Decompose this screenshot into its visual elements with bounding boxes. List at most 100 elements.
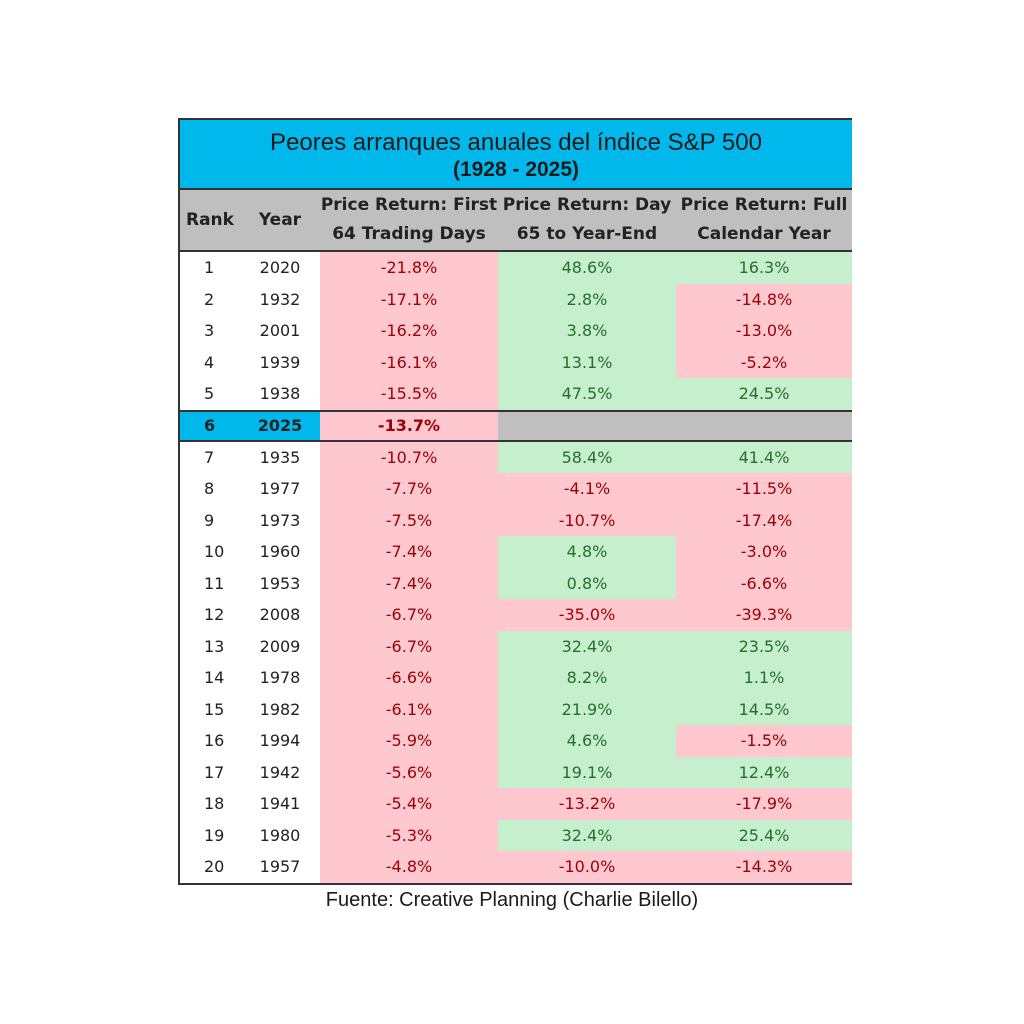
table-row: 8 1977 -7.7% -4.1% -11.5% bbox=[180, 473, 852, 505]
cell-year: 1977 bbox=[240, 473, 320, 505]
cell-first-64-days: -10.7% bbox=[320, 441, 498, 473]
cell-year: 1994 bbox=[240, 725, 320, 757]
cell-rank: 2 bbox=[180, 283, 240, 315]
table-row: 18 1941 -5.4% -13.2% -17.9% bbox=[180, 788, 852, 820]
cell-first-64-days: -7.4% bbox=[320, 536, 498, 568]
cell-day-65-year-end: 32.4% bbox=[498, 819, 676, 851]
cell-rank: 10 bbox=[180, 536, 240, 568]
cell-full-year: 25.4% bbox=[676, 819, 852, 851]
cell-full-year: -3.0% bbox=[676, 536, 852, 568]
table-subtitle: (1928 - 2025) bbox=[452, 158, 580, 181]
table-row: 3 2001 -16.2% 3.8% -13.0% bbox=[180, 315, 852, 347]
cell-first-64-days: -7.7% bbox=[320, 473, 498, 505]
cell-day-65-year-end: 48.6% bbox=[498, 252, 676, 284]
cell-day-65-year-end: -4.1% bbox=[498, 473, 676, 505]
cell-year: 1941 bbox=[240, 788, 320, 820]
cell-first-64-days: -6.7% bbox=[320, 630, 498, 662]
cell-day-65-year-end: 8.2% bbox=[498, 662, 676, 694]
table-row: 5 1938 -15.5% 47.5% 24.5% bbox=[180, 378, 852, 410]
header-first-line1: Price Return: First bbox=[320, 195, 498, 215]
cell-year: 1939 bbox=[240, 346, 320, 378]
table-row: 11 1953 -7.4% 0.8% -6.6% bbox=[180, 567, 852, 599]
cell-first-64-days: -13.7% bbox=[320, 411, 498, 440]
cell-day-65-year-end: 0.8% bbox=[498, 567, 676, 599]
table-row: 2 1932 -17.1% 2.8% -14.8% bbox=[180, 283, 852, 315]
cell-rank: 18 bbox=[180, 788, 240, 820]
table-row: 14 1978 -6.6% 8.2% 1.1% bbox=[180, 662, 852, 694]
header-full-line1: Price Return: Full bbox=[680, 195, 848, 215]
cell-rank: 13 bbox=[180, 630, 240, 662]
cell-first-64-days: -6.6% bbox=[320, 662, 498, 694]
cell-year: 2001 bbox=[240, 315, 320, 347]
cell-first-64-days: -4.8% bbox=[320, 851, 498, 883]
cell-day-65-year-end: -10.7% bbox=[498, 504, 676, 536]
cell-full-year: -6.6% bbox=[676, 567, 852, 599]
returns-table: Peores arranques anuales del índice S&P … bbox=[178, 118, 852, 885]
cell-rank: 14 bbox=[180, 662, 240, 694]
cell-day-65-year-end: 3.8% bbox=[498, 315, 676, 347]
header-day-line2: 65 to Year-End bbox=[516, 224, 658, 244]
table-row: 17 1942 -5.6% 19.1% 12.4% bbox=[180, 756, 852, 788]
cell-full-year: -17.4% bbox=[676, 504, 852, 536]
table-row: 7 1935 -10.7% 58.4% 41.4% bbox=[180, 441, 852, 473]
cell-first-64-days: -15.5% bbox=[320, 378, 498, 410]
header-day-line1: Price Return: Day bbox=[502, 195, 672, 215]
cell-year: 1980 bbox=[240, 819, 320, 851]
cell-rank: 15 bbox=[180, 693, 240, 725]
table-row: 16 1994 -5.9% 4.6% -1.5% bbox=[180, 725, 852, 757]
header-year: Year bbox=[258, 209, 302, 230]
cell-first-64-days: -5.3% bbox=[320, 819, 498, 851]
header-full-year: Price Return: Full Calendar Year bbox=[676, 190, 852, 250]
table-row: 1 2020 -21.8% 48.6% 16.3% bbox=[180, 252, 852, 284]
cell-year: 1935 bbox=[240, 441, 320, 473]
cell-full-year: 12.4% bbox=[676, 756, 852, 788]
cell-full-year: 16.3% bbox=[676, 252, 852, 284]
table-row: 13 2009 -6.7% 32.4% 23.5% bbox=[180, 630, 852, 662]
cell-rank: 4 bbox=[180, 346, 240, 378]
cell-full-year: -1.5% bbox=[676, 725, 852, 757]
cell-full-year: 14.5% bbox=[676, 693, 852, 725]
cell-year: 1978 bbox=[240, 662, 320, 694]
cell-rank: 8 bbox=[180, 473, 240, 505]
cell-rank: 1 bbox=[180, 252, 240, 284]
cell-first-64-days: -5.6% bbox=[320, 756, 498, 788]
table-row: 10 1960 -7.4% 4.8% -3.0% bbox=[180, 536, 852, 568]
cell-first-64-days: -16.1% bbox=[320, 346, 498, 378]
cell-day-65-year-end: -13.2% bbox=[498, 788, 676, 820]
cell-day-65-year-end: 13.1% bbox=[498, 346, 676, 378]
table-row: 15 1982 -6.1% 21.9% 14.5% bbox=[180, 693, 852, 725]
cell-full-year: -14.3% bbox=[676, 851, 852, 883]
cell-full-year: -13.0% bbox=[676, 315, 852, 347]
cell-rank: 16 bbox=[180, 725, 240, 757]
header-day-65-year-end: Price Return: Day 65 to Year-End bbox=[498, 190, 676, 250]
cell-first-64-days: -5.9% bbox=[320, 725, 498, 757]
cell-day-65-year-end: 2.8% bbox=[498, 283, 676, 315]
cell-first-64-days: -16.2% bbox=[320, 315, 498, 347]
cell-full-year: 23.5% bbox=[676, 630, 852, 662]
cell-full-year: 24.5% bbox=[676, 378, 852, 410]
cell-day-65-year-end: -35.0% bbox=[498, 599, 676, 631]
cell-first-64-days: -6.1% bbox=[320, 693, 498, 725]
cell-year: 1938 bbox=[240, 378, 320, 410]
table-title: Peores arranques anuales del índice S&P … bbox=[270, 129, 762, 156]
table-body: 1 2020 -21.8% 48.6% 16.3% 2 1932 -17.1% 2.8% -14.… bbox=[180, 252, 852, 885]
cell-rank: 11 bbox=[180, 567, 240, 599]
table-row: 9 1973 -7.5% -10.7% -17.4% bbox=[180, 504, 852, 536]
cell-day-65-year-end: 21.9% bbox=[498, 693, 676, 725]
cell-year: 1932 bbox=[240, 283, 320, 315]
cell-first-64-days: -7.4% bbox=[320, 567, 498, 599]
cell-rank: 12 bbox=[180, 599, 240, 631]
cell-year: 1982 bbox=[240, 693, 320, 725]
table-row: 4 1939 -16.1% 13.1% -5.2% bbox=[180, 346, 852, 378]
cell-year: 2025 bbox=[240, 411, 320, 440]
cell-day-65-year-end: 19.1% bbox=[498, 756, 676, 788]
cell-year: 1957 bbox=[240, 851, 320, 883]
cell-first-64-days: -5.4% bbox=[320, 788, 498, 820]
cell-day-65-year-end: 47.5% bbox=[498, 378, 676, 410]
table-row: 6 2025 -13.7% bbox=[180, 409, 852, 442]
cell-year: 1942 bbox=[240, 756, 320, 788]
cell-first-64-days: -21.8% bbox=[320, 252, 498, 284]
cell-rank: 5 bbox=[180, 378, 240, 410]
cell-full-year bbox=[676, 411, 852, 440]
header-row: Rank Year Price Return: First 64 Trading … bbox=[180, 190, 852, 252]
